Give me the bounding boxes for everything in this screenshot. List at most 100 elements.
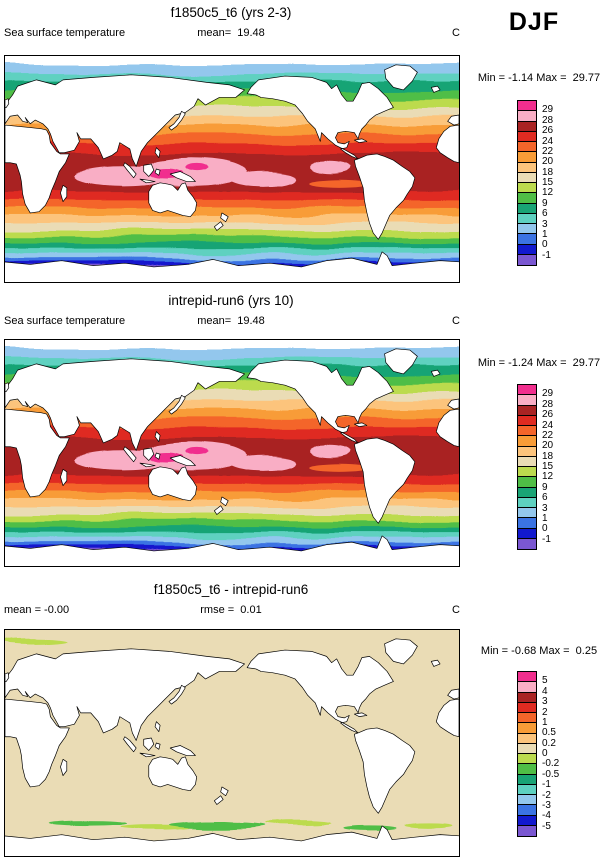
colorbar-tick-labels: 29 28 26 24 22 20 18 15 12 9 6 3 1 0 -1 xyxy=(542,384,586,550)
panel3-units-label: C xyxy=(452,604,460,616)
colorbar-segment xyxy=(518,121,536,132)
colorbar-segment xyxy=(518,477,536,488)
colorbar-tick-label: 6 xyxy=(542,208,548,220)
colorbar-segment xyxy=(518,254,536,265)
continent-outline xyxy=(5,251,459,282)
latitude-band xyxy=(5,491,459,500)
continent-outline xyxy=(384,638,418,665)
colorbar-tick-label: 9 xyxy=(542,481,548,493)
colorbar-segment xyxy=(518,142,536,153)
latitude-band xyxy=(5,248,459,254)
difference-anomaly-patch xyxy=(264,819,331,825)
latitude-band xyxy=(5,215,459,224)
continent-outline xyxy=(5,648,245,741)
colorbar-tick-label: 0 xyxy=(542,239,548,251)
colorbar-segment xyxy=(518,743,536,754)
continent-outline xyxy=(123,736,137,753)
continent-outline xyxy=(5,74,245,167)
panel3-difference-map xyxy=(4,629,460,857)
warm-pool-contour xyxy=(310,177,371,186)
latitude-band xyxy=(5,107,459,117)
latitude-band xyxy=(5,391,459,401)
colorbar-tick-label: 15 xyxy=(542,177,554,188)
continent-outline xyxy=(447,114,459,126)
colorbar-tick-label: 12 xyxy=(542,471,554,483)
warm-pool-contour xyxy=(230,170,297,186)
latitude-band xyxy=(5,382,459,392)
colorbar-tick-label: 28 xyxy=(542,114,554,126)
colorbar-tick-label: 20 xyxy=(542,156,554,168)
colorbar-tick-label: 29 xyxy=(542,104,554,116)
colorbar-tick-label: 3 xyxy=(542,218,548,230)
difference-anomaly-patch xyxy=(5,638,66,645)
panel1-units-label: C xyxy=(452,27,460,39)
colorbar-tick-label: 6 xyxy=(542,492,548,504)
colorbar-segment xyxy=(518,456,536,467)
warm-pool-contour xyxy=(310,461,371,470)
latitude-band xyxy=(5,427,459,439)
latitude-band xyxy=(5,191,459,201)
continent-outline xyxy=(447,688,459,700)
continent-outline xyxy=(169,171,196,182)
panel3-title: f1850c5_t6 - intrepid-run6 xyxy=(153,582,309,597)
colorbar-bar xyxy=(517,671,537,837)
colorbar-segment xyxy=(518,733,536,744)
panel3-colorbar: 5 4 3 2 1 0.5 0.2 0 -0.2 -0.5 -1 -2 -3 -4 -5 xyxy=(517,671,587,837)
colorbar-tick-label: 22 xyxy=(542,145,554,157)
panel1-minmax-label: Min = -1.14 Max = 29.77 xyxy=(477,72,601,84)
colorbar-tick-label: 15 xyxy=(542,461,554,472)
season-label: DJF xyxy=(508,8,560,36)
colorbar-tick-label: 9 xyxy=(542,197,548,209)
latitude-band xyxy=(5,73,459,82)
colorbar-segment xyxy=(518,815,536,826)
colorbar-tick-label: 24 xyxy=(542,135,554,147)
latitude-band xyxy=(5,475,459,485)
latitude-band xyxy=(5,527,459,533)
colorbar-segment xyxy=(518,497,536,508)
colorbar-tick-label: 12 xyxy=(542,187,554,199)
colorbar-segment xyxy=(518,111,536,122)
panel1-colorbar: 29 28 26 24 22 20 18 15 12 9 6 3 1 0 -1 xyxy=(517,100,587,266)
warm-pool-contour xyxy=(310,444,351,457)
continent-outline xyxy=(213,221,224,231)
continent-outline xyxy=(430,369,441,377)
colorbar-tick-label: 5 xyxy=(542,675,548,687)
continent-outline xyxy=(168,684,186,705)
continent-outline xyxy=(384,348,418,375)
continent-outline xyxy=(5,535,459,566)
continent-outline xyxy=(169,455,196,466)
colorbar-tick-label: 26 xyxy=(542,125,554,137)
continent-outline xyxy=(139,462,156,468)
latitude-band xyxy=(5,253,459,259)
colorbar-segment xyxy=(518,784,536,795)
colorbar-tick-label: -1 xyxy=(542,779,551,791)
latitude-band xyxy=(5,116,459,126)
panel1-title: f1850c5_t6 (yrs 2-3) xyxy=(170,5,292,20)
colorbar-tick-label: -4 xyxy=(542,810,551,822)
continent-outline xyxy=(139,752,156,758)
continent-outline xyxy=(168,394,186,415)
colorbar-tick-label: -0.2 xyxy=(542,758,560,770)
latitude-band xyxy=(5,520,459,528)
colorbar-tick-label: 3 xyxy=(542,696,548,708)
warm-pool-contour xyxy=(185,447,209,457)
colorbar-tick-label: 4 xyxy=(542,685,548,697)
colorbar-segment xyxy=(518,518,536,529)
continent-outline xyxy=(5,98,10,108)
continent-outline xyxy=(60,184,68,202)
continent-outline xyxy=(353,153,416,240)
latitude-band xyxy=(5,98,459,108)
panel2-colorbar: 29 28 26 24 22 20 18 15 12 9 6 3 1 0 -1 xyxy=(517,384,587,550)
continent-outline xyxy=(246,359,394,444)
colorbar-segment xyxy=(518,754,536,765)
continent-outline xyxy=(435,698,459,738)
continent-outline xyxy=(148,182,198,218)
continent-outline xyxy=(220,496,229,507)
continent-outline xyxy=(154,452,161,460)
continent-outline xyxy=(139,178,156,184)
colorbar-bar xyxy=(517,100,537,266)
colorbar-segment xyxy=(518,172,536,183)
colorbar-bar xyxy=(517,384,537,550)
latitude-band xyxy=(5,125,459,135)
panel1-variable-label: Sea surface temperature xyxy=(4,27,126,39)
